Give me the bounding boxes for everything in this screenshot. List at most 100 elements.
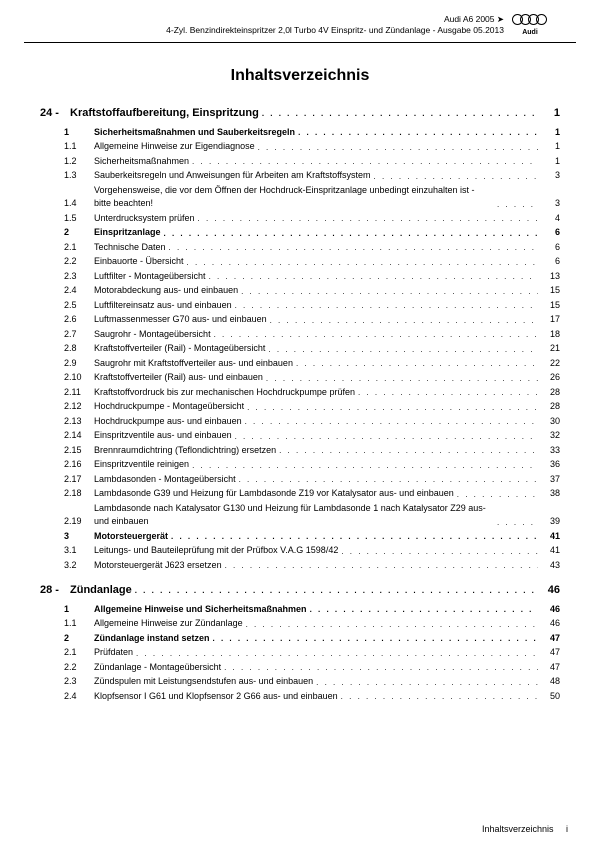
toc-entry: 2.15Brennraumdichtring (Teflondichtring)… <box>40 444 560 458</box>
leader-dots <box>267 315 538 327</box>
entry-number: 2 <box>40 632 94 646</box>
leader-dots <box>184 257 538 269</box>
leader-dots <box>211 329 538 341</box>
toc-entry: 2.11Kraftstoffvordruck bis zur mechanisc… <box>40 386 560 400</box>
entry-label: Sauberkeitsregeln und Anweisungen für Ar… <box>94 169 371 183</box>
toc-entry: 2.1Prüfdaten47 <box>40 646 560 660</box>
toc-entry: 2.13Hochdruckpumpe aus- und einbauen30 <box>40 415 560 429</box>
entry-label: Luftfilter - Montageübersicht <box>94 270 206 284</box>
entry-page: 50 <box>538 690 560 704</box>
chapter-label: Kraftstoffaufbereitung, Einspritzung <box>70 105 259 122</box>
toc-entry: 2.3Luftfilter - Montageübersicht13 <box>40 270 560 284</box>
leader-dots <box>454 489 538 501</box>
entry-page: 37 <box>538 473 560 487</box>
leader-dots <box>166 242 538 254</box>
entry-page: 41 <box>538 544 560 558</box>
entry-label: Kraftstoffverteiler (Rail) aus- und einb… <box>94 371 263 385</box>
entry-label: Saugrohr - Montageübersicht <box>94 328 211 342</box>
entry-number: 1.4 <box>40 197 94 211</box>
leader-dots <box>494 199 538 211</box>
entry-page: 4 <box>538 212 560 226</box>
entry-label: Motorsteuergerät <box>94 530 168 544</box>
entry-label: Allgemeine Hinweise zur Zündanlage <box>94 617 243 631</box>
entry-page: 46 <box>538 603 560 617</box>
toc-entry: 2.2Einbauorte - Übersicht6 <box>40 255 560 269</box>
entry-page: 30 <box>538 415 560 429</box>
entry-label: Hochdruckpumpe - Montageübersicht <box>94 400 244 414</box>
entry-page: 47 <box>538 646 560 660</box>
entry-label: Einbauorte - Übersicht <box>94 255 184 269</box>
leader-dots <box>255 142 538 154</box>
toc-entry: 1.5Unterdrucksystem prüfen4 <box>40 212 560 226</box>
entry-page: 3 <box>538 197 560 211</box>
leader-dots <box>259 108 538 120</box>
entry-label: Allgemeine Hinweise und Sicherheitsmaßna… <box>94 603 307 617</box>
entry-label: Kraftstoffvordruck bis zur mechanischen … <box>94 386 355 400</box>
entry-page: 3 <box>538 169 560 183</box>
leader-dots <box>355 387 538 399</box>
entry-label: Einspritzventile reinigen <box>94 458 189 472</box>
leader-dots <box>276 445 538 457</box>
leader-dots <box>242 416 538 428</box>
entry-number: 2.12 <box>40 400 94 414</box>
leader-dots <box>132 585 538 597</box>
entry-page: 32 <box>538 429 560 443</box>
leader-dots <box>221 662 538 674</box>
entry-number: 1.3 <box>40 169 94 183</box>
entry-number: 1.5 <box>40 212 94 226</box>
toc-entry: 3.1Leitungs- und Bauteileprüfung mit der… <box>40 544 560 558</box>
entry-label: Zündanlage instand setzen <box>94 632 210 646</box>
leader-dots <box>243 619 538 631</box>
leader-dots <box>232 300 538 312</box>
entry-label: Luftfiltereinsatz aus- und einbauen <box>94 299 232 313</box>
toc-entry: 2.6Luftmassenmesser G70 aus- und einbaue… <box>40 313 560 327</box>
leader-dots <box>265 344 538 356</box>
entry-label: Einspritzanlage <box>94 226 161 240</box>
entry-number: 2.4 <box>40 690 94 704</box>
leader-dots <box>195 213 538 225</box>
entry-number: 2.16 <box>40 458 94 472</box>
audi-rings-icon <box>512 14 548 26</box>
entry-label: Saugrohr mit Kraftstoffverteiler aus- un… <box>94 357 293 371</box>
entry-page: 6 <box>538 241 560 255</box>
toc-section: 2Zündanlage instand setzen 47 <box>40 632 560 646</box>
toc-entry: 2.5Luftfiltereinsatz aus- und einbauen15 <box>40 299 560 313</box>
toc-entry: 2.18Lambdasonde G39 und Heizung für Lamb… <box>40 487 560 501</box>
leader-dots <box>232 431 538 443</box>
entry-page: 47 <box>538 632 560 646</box>
entry-label: Technische Daten <box>94 241 166 255</box>
leader-dots <box>238 286 538 298</box>
entry-label: Motorabdeckung aus- und einbauen <box>94 284 238 298</box>
entry-number: 2.1 <box>40 646 94 660</box>
leader-dots <box>222 560 538 572</box>
toc-entry: 1.4Vorgehensweise, die vor dem Öffnen de… <box>40 184 560 211</box>
chapter-page: 46 <box>538 582 560 599</box>
entry-number: 2.13 <box>40 415 94 429</box>
entry-number: 3.2 <box>40 559 94 573</box>
leader-dots <box>236 474 538 486</box>
entry-label: Vorgehensweise, die vor dem Öffnen der H… <box>94 184 494 211</box>
leader-dots <box>338 691 538 703</box>
entry-number: 3.1 <box>40 544 94 558</box>
entry-page: 38 <box>538 487 560 501</box>
leader-dots <box>313 677 538 689</box>
leader-dots <box>244 402 538 414</box>
leader-dots <box>295 127 538 139</box>
chapter-number: 24 - <box>40 105 70 122</box>
entry-number: 2.7 <box>40 328 94 342</box>
entry-label: Motorsteuergerät J623 ersetzen <box>94 559 222 573</box>
entry-number: 2.17 <box>40 473 94 487</box>
entry-number: 2.18 <box>40 487 94 501</box>
header-text: Audi A6 2005 ➤ 4-Zyl. Benzindirekteinspr… <box>52 14 504 35</box>
entry-page: 6 <box>538 226 560 240</box>
entry-number: 1.1 <box>40 617 94 631</box>
toc-chapter: 28 -Zündanlage46 <box>40 582 560 599</box>
entry-page: 21 <box>538 342 560 356</box>
entry-label: Sicherheitsmaßnahmen und Sauberkeitsrege… <box>94 126 295 140</box>
chapter-number: 28 - <box>40 582 70 599</box>
toc-entry: 3.2Motorsteuergerät J623 ersetzen 43 <box>40 559 560 573</box>
entry-page: 43 <box>538 559 560 573</box>
leader-dots <box>168 531 538 543</box>
entry-label: Brennraumdichtring (Teflondichtring) ers… <box>94 444 276 458</box>
entry-page: 18 <box>538 328 560 342</box>
